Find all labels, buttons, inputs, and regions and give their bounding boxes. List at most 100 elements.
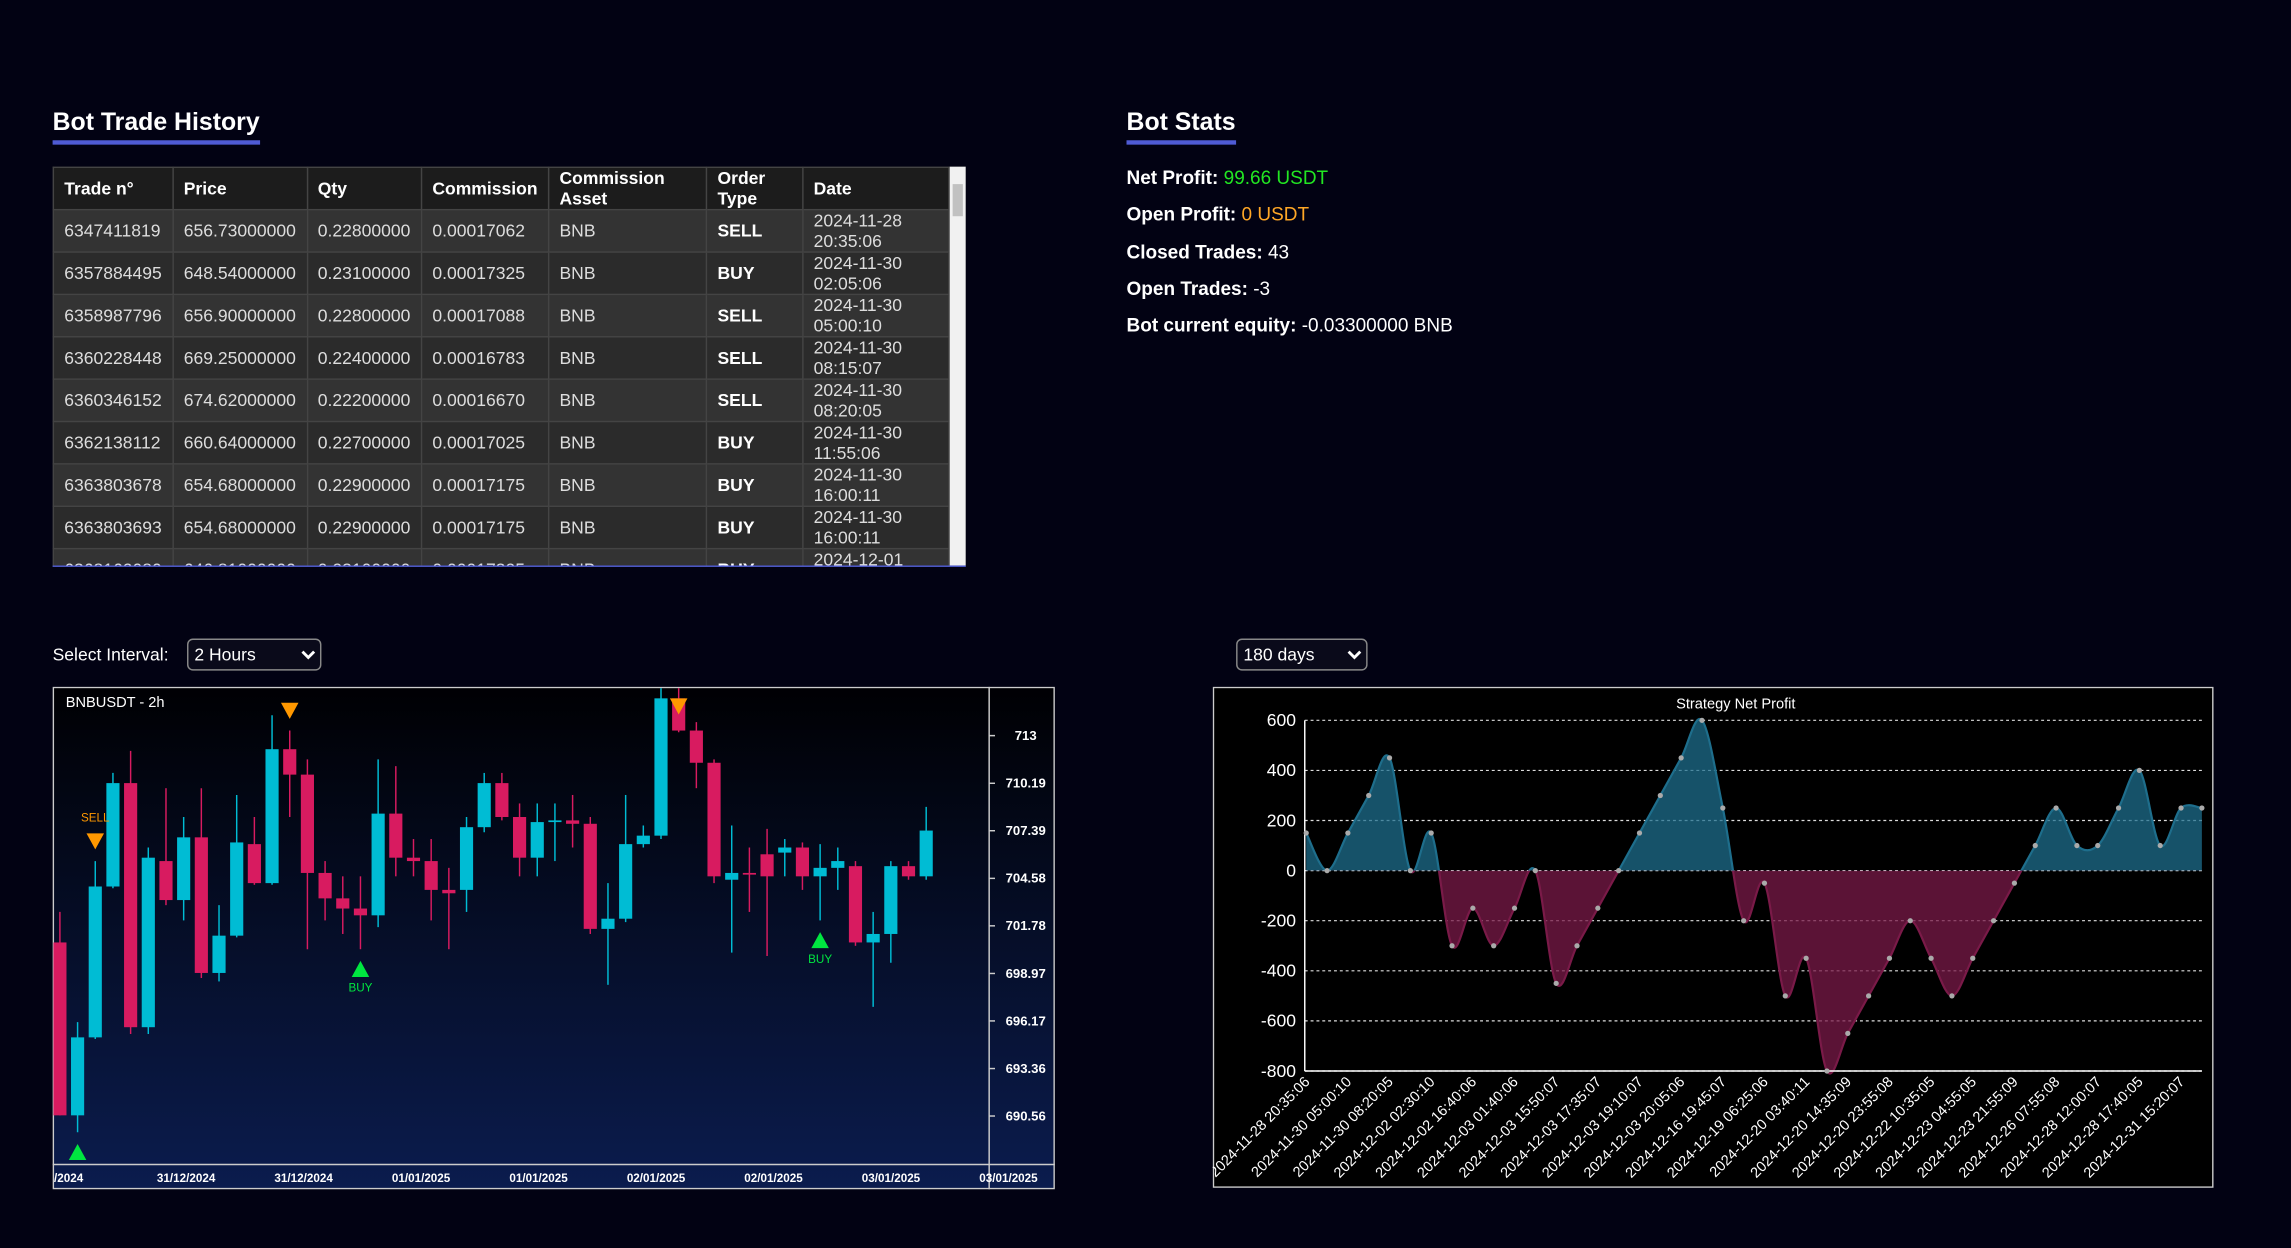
time-label: 01/01/2025 (509, 1172, 568, 1185)
data-point (2011, 880, 2018, 886)
table-cell: 0.22200000 (306, 378, 423, 423)
data-point (1699, 717, 1705, 723)
candle-body (654, 698, 668, 836)
stat-label: Open Trades: (1126, 277, 1248, 300)
candle-body (813, 867, 827, 877)
candle-body (424, 861, 438, 890)
stat-label: Closed Trades: (1126, 240, 1263, 263)
table-cell: 6357884495 (52, 251, 174, 296)
table-cell: 0.00016670 (420, 378, 550, 423)
stat-value: -0.03300000 BNB (1301, 314, 1453, 337)
table-cell: 660.64000000 (172, 420, 308, 465)
table-cell: 0.22900000 (306, 463, 423, 508)
candle-body (619, 844, 633, 919)
stat-row: Open Profit: 0 USDT (1127, 204, 1310, 226)
data-point (1824, 1068, 1830, 1074)
data-point (1532, 867, 1538, 874)
candle-body (919, 830, 933, 877)
table-cell: 0.00017175 (420, 463, 550, 508)
table-cell: 6347411819 (52, 208, 174, 253)
table-cell: 6363803693 (52, 505, 174, 550)
interval-select[interactable]: 2 Hours (187, 638, 322, 671)
data-point (2095, 842, 2101, 849)
table-row: 6363803678 654.68000000 0.22900000 0.000171… (52, 463, 950, 508)
table: Trade n° Price Qty Commission Commission Ass… (52, 166, 950, 566)
table-cell: 6360346152 (52, 378, 174, 423)
table-row: 6360346152 674.62000000 0.22200000 0.000166… (52, 378, 950, 423)
candle-body (548, 820, 562, 823)
candle-body (106, 783, 120, 887)
data-point (2199, 805, 2205, 811)
candle-body (583, 823, 597, 929)
candle-body (247, 844, 261, 884)
table-cell: 2024-11-30 08:15:07 (801, 336, 950, 380)
table-cell: 2024-11-30 08:20:05 (801, 378, 950, 423)
candle-body (212, 935, 226, 973)
data-point (1303, 830, 1309, 836)
candle-body (371, 813, 385, 916)
table-cell: 654.68000000 (172, 463, 308, 508)
table-cell: SELL (705, 293, 804, 338)
data-point (1678, 755, 1684, 761)
stat-row: Closed Trades: 43 (1127, 240, 1290, 262)
data-point (2053, 805, 2059, 811)
candle-body (760, 854, 774, 877)
data-point (1803, 955, 1809, 961)
interval-label: Select Interval: (52, 644, 169, 665)
candle-body (283, 749, 297, 775)
period-select[interactable]: 180 days (1236, 638, 1368, 671)
y-tick-label: 0 (1286, 860, 1296, 880)
price-label: 690.56 (1006, 1108, 1046, 1123)
candle-body (742, 872, 756, 875)
data-point (2178, 805, 2184, 811)
sell-marker (280, 702, 299, 719)
chart-title: BNBUSDT - 2h (66, 695, 165, 711)
data-point (1970, 955, 1976, 961)
table-row: 6347411819 656.73000000 0.22800000 0.000170… (52, 208, 950, 253)
candle-body (53, 942, 67, 1116)
table-cell: 2024-11-30 05:00:10 (801, 293, 950, 338)
table-cell: 0.23100000 (306, 547, 423, 566)
table-cell: BNB (547, 251, 708, 296)
candle-body (459, 827, 474, 890)
table-cell: 0.00017062 (420, 208, 550, 253)
table-row: 6357884495 648.54000000 0.23100000 0.000173… (52, 251, 950, 296)
scroll-thumb[interactable] (952, 184, 963, 217)
candle-body (884, 866, 898, 934)
column-header: Date (801, 166, 950, 211)
data-point (1553, 980, 1559, 986)
table-cell: 6368162080 (52, 547, 174, 566)
candle-body (636, 835, 650, 845)
time-label: 03/01/2025 (979, 1172, 1038, 1185)
column-header: Commission Asset (547, 166, 708, 211)
candle-body (177, 837, 191, 901)
candlestick-chart: BUYSELLBUYBUY BNBUSDT - 2h 713710.19707.… (52, 686, 1055, 1190)
net-profit-chart: Strategy Net Profit 600 400 200 0 -200 -400 -6… (1212, 686, 2214, 1188)
scrollbar[interactable] (949, 166, 966, 566)
data-point (1636, 830, 1643, 836)
price-label: 713 (1015, 728, 1037, 743)
table-cell: 2024-11-30 11:55:06 (801, 420, 950, 465)
table-cell: 674.62000000 (172, 378, 308, 423)
data-point (1345, 830, 1351, 836)
candle-body (512, 817, 527, 858)
data-point (1366, 792, 1372, 799)
candle-body (336, 898, 350, 909)
candle-body (477, 783, 491, 828)
y-tick-label: -600 (1261, 1011, 1296, 1031)
candle-body (795, 847, 810, 877)
table-cell: BUY (705, 251, 804, 296)
data-point (1470, 905, 1476, 911)
table-cell: BNB (547, 547, 708, 566)
data-point (2074, 842, 2080, 849)
table-cell: BNB (547, 378, 708, 423)
time-label: 02/01/2025 (744, 1172, 803, 1185)
sell-label: SELL (81, 812, 110, 825)
y-tick-label: -200 (1261, 911, 1296, 931)
plot: BUYSELLBUYBUY (53, 688, 933, 1161)
candle-body (495, 783, 509, 818)
data-point (1928, 955, 1934, 961)
candle-body (831, 861, 845, 868)
table-cell: 0.00017325 (420, 547, 550, 566)
candle-body (901, 866, 916, 877)
